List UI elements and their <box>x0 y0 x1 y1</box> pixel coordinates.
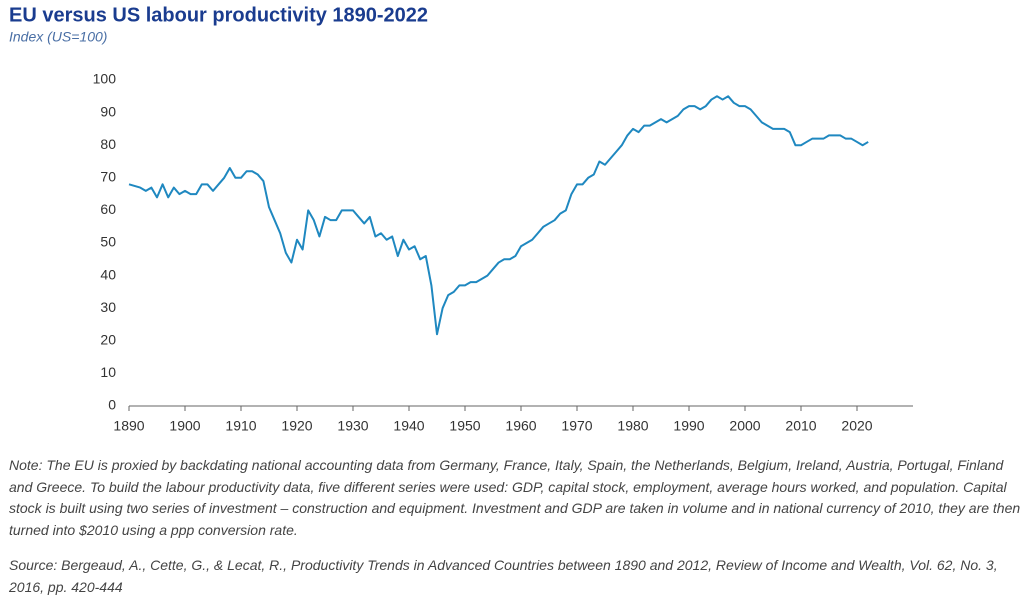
x-tick-label: 1950 <box>449 418 480 434</box>
y-tick-label: 10 <box>100 364 116 380</box>
x-tick-label: 1980 <box>617 418 648 434</box>
x-tick-label: 1990 <box>673 418 704 434</box>
chart-subtitle: Index (US=100) <box>9 29 107 45</box>
y-tick-label: 20 <box>100 332 116 348</box>
y-tick-label: 100 <box>93 71 117 87</box>
x-tick-label: 1940 <box>393 418 424 434</box>
x-tick-label: 1970 <box>561 418 592 434</box>
x-tick-label: 1900 <box>169 418 200 434</box>
y-tick-label: 40 <box>100 266 116 282</box>
y-tick-label: 90 <box>100 103 116 119</box>
y-tick-label: 80 <box>100 136 116 152</box>
x-tick-label: 1890 <box>113 418 144 434</box>
chart: EU versus US labour productivity 1890-20… <box>9 4 913 434</box>
x-tick-label: 2000 <box>729 418 760 434</box>
data-line <box>128 95 869 336</box>
x-tick-label: 2020 <box>841 418 872 434</box>
y-tick-label: 60 <box>100 201 116 217</box>
note: Note: The EU is proxied by backdating na… <box>9 457 1021 538</box>
y-tick-label: 30 <box>100 299 116 315</box>
x-tick-label: 1920 <box>281 418 312 434</box>
source: Source: Bergeaud, A., Cette, G., & Lecat… <box>9 557 998 595</box>
chart-title: EU versus US labour productivity 1890-20… <box>9 4 428 26</box>
x-tick-label: 1960 <box>505 418 536 434</box>
y-tick-label: 50 <box>100 234 116 250</box>
y-tick-label: 0 <box>108 397 116 413</box>
x-tick-label: 1930 <box>337 418 368 434</box>
x-tick-label: 1910 <box>225 418 256 434</box>
y-tick-label: 70 <box>100 169 116 185</box>
x-tick-label: 2010 <box>785 418 816 434</box>
